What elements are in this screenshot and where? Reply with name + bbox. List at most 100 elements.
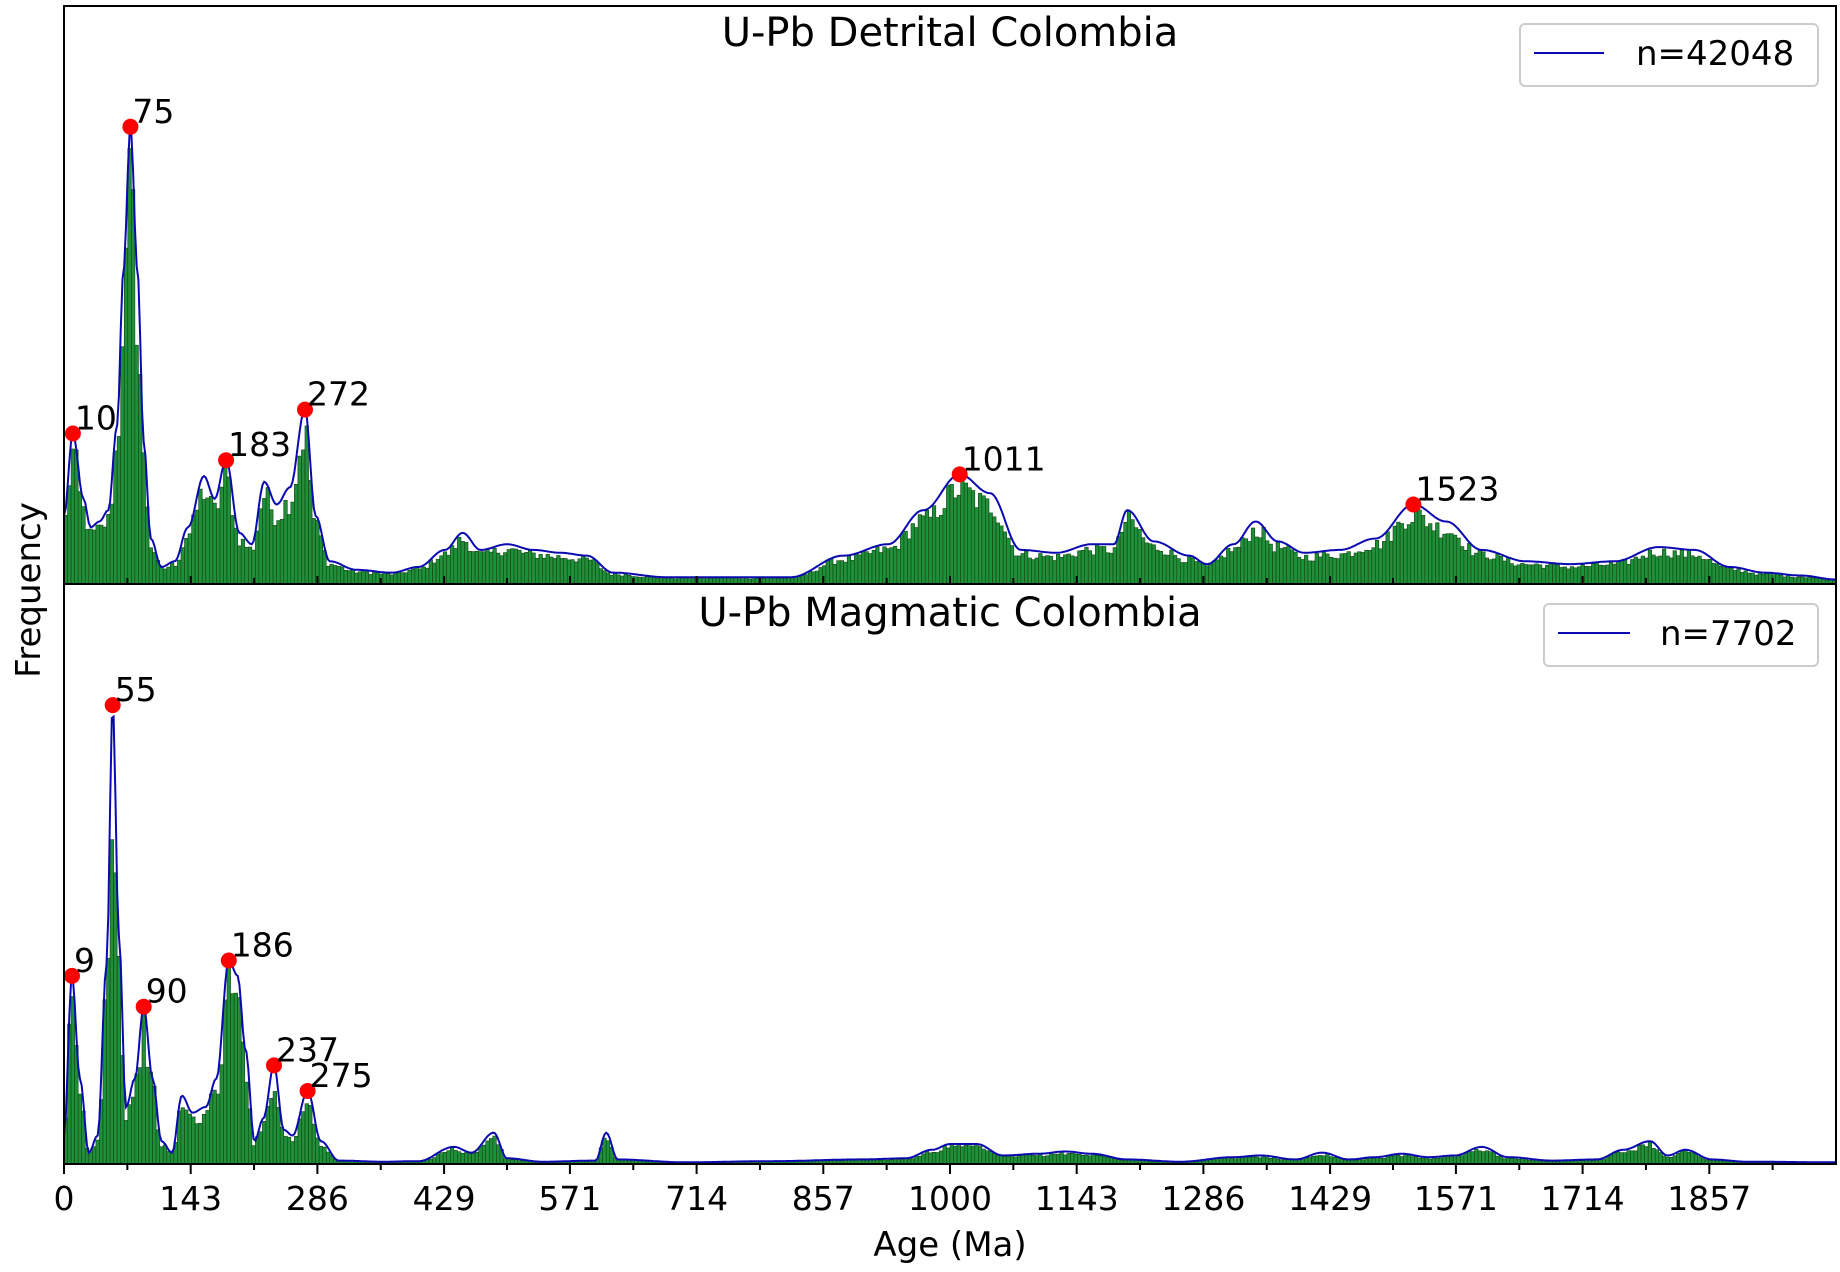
detrital-histogram-bar xyxy=(1123,522,1128,585)
magmatic-histogram-bar xyxy=(1095,1154,1100,1165)
detrital-histogram-bar xyxy=(336,565,341,585)
detrital-histogram-bar xyxy=(1757,572,1762,585)
detrital-histogram-bar xyxy=(460,541,465,585)
detrital-histogram-bar xyxy=(1424,526,1429,585)
magmatic-histogram-bar xyxy=(1080,1155,1085,1165)
detrital-histogram-bar xyxy=(1598,564,1603,585)
detrital-histogram-bar xyxy=(1116,536,1121,585)
detrital-histogram-bars xyxy=(63,148,1837,585)
detrital-histogram-bar xyxy=(1148,543,1153,585)
detrital-histogram-bar xyxy=(488,551,494,585)
magmatic-histogram-bar xyxy=(1477,1150,1482,1165)
detrital-kde-line xyxy=(63,131,1837,581)
detrital-histogram-bar xyxy=(1541,567,1546,585)
detrital-histogram-bar xyxy=(435,559,440,585)
detrital-histogram-bar xyxy=(499,555,504,585)
detrital-histogram-bar xyxy=(1066,553,1071,585)
detrital-histogram-bar xyxy=(198,488,203,585)
detrital-histogram-bar xyxy=(1679,549,1684,585)
magmatic-histogram-bar xyxy=(272,1091,277,1165)
magmatic-histogram-bar xyxy=(187,1113,192,1165)
detrital-histogram-bar xyxy=(1711,563,1716,585)
magmatic-histogram-bar xyxy=(325,1151,331,1165)
detrital-peak-marker xyxy=(1405,496,1422,513)
detrital-histogram-bar xyxy=(1130,519,1135,585)
detrital-histogram-bar xyxy=(1764,572,1769,585)
magmatic-histogram-bar xyxy=(159,1146,164,1165)
x-axis-ticks: 0 143 286 429 571 714 857 1000 1143 1286 1429 1571 1… xyxy=(54,576,1774,1218)
detrital-histogram-bar xyxy=(1729,567,1734,585)
magmatic-peak-marker xyxy=(135,998,152,1015)
magmatic-histogram-bar xyxy=(1445,1156,1451,1165)
magmatic-histogram-bar xyxy=(1413,1156,1419,1165)
magmatic-histogram-bar xyxy=(194,1123,199,1165)
detrital-histogram-bar xyxy=(184,538,189,585)
magmatic-histogram-bar xyxy=(935,1152,940,1165)
detrital-histogram-bar xyxy=(1704,559,1709,585)
detrital-histogram-bar xyxy=(258,508,263,585)
detrital-histogram-bar xyxy=(581,555,586,585)
magmatic-histogram-bar xyxy=(960,1146,965,1165)
detrital-histogram-bar xyxy=(1190,557,1195,585)
magmatic-histogram-bar xyxy=(201,1113,207,1165)
detrital-histogram-bar xyxy=(949,484,954,585)
detrital-histogram-bar xyxy=(1211,560,1217,585)
detrital-histogram-bar xyxy=(1080,550,1085,585)
magmatic-histogram-bar xyxy=(481,1144,487,1165)
magmatic-histogram-bar xyxy=(1059,1151,1064,1165)
detrital-histogram-bar xyxy=(400,572,405,585)
detrital-histogram-bar xyxy=(871,550,876,585)
detrital-histogram-bar xyxy=(839,560,844,585)
detrital-histogram-bar xyxy=(1481,551,1486,585)
detrital-histogram-bar xyxy=(1034,557,1039,585)
magmatic-histogram-bar xyxy=(921,1153,926,1165)
magmatic-histogram-bar xyxy=(106,957,111,1165)
magmatic-histogram-bar xyxy=(1091,1153,1096,1165)
detrital-histogram-bar xyxy=(698,576,703,585)
detrital-histogram-bar xyxy=(1045,555,1050,585)
detrital-histogram-bar xyxy=(1091,554,1096,585)
magmatic-histogram-bar xyxy=(88,1151,93,1165)
y-axis-label: Frequency xyxy=(9,502,49,678)
detrital-histogram-bar xyxy=(1761,573,1766,585)
detrital-histogram-bar xyxy=(651,576,657,585)
detrital-histogram-bar xyxy=(272,525,277,585)
detrital-histogram-bar xyxy=(283,500,288,585)
detrital-histogram-bar xyxy=(1417,509,1422,585)
detrital-histogram-bar xyxy=(244,546,249,585)
detrital-histogram-bar xyxy=(623,574,628,585)
detrital-histogram-bar xyxy=(854,553,859,585)
detrital-histogram-bar xyxy=(1027,557,1032,585)
detrital-histogram-bar xyxy=(1236,546,1241,585)
magmatic-histogram-bar xyxy=(258,1131,263,1165)
detrital-histogram-bar xyxy=(644,576,650,585)
detrital-histogram-bar xyxy=(1736,568,1741,585)
detrital-histogram-bar xyxy=(1137,529,1142,585)
detrital-histogram-bar xyxy=(800,575,805,585)
magmatic-histogram-bar xyxy=(1250,1156,1256,1165)
detrital-histogram-bar xyxy=(209,496,214,585)
magmatic-histogram-bar xyxy=(1385,1155,1390,1165)
detrital-histogram-bar xyxy=(1382,541,1387,585)
detrital-histogram-bar xyxy=(1038,553,1043,585)
magmatic-histogram-bar xyxy=(1484,1150,1489,1165)
magmatic-histogram-bar xyxy=(942,1145,947,1165)
detrital-histogram-bar xyxy=(1520,563,1525,585)
detrital-histogram-bar xyxy=(914,527,919,585)
magmatic-legend: n=7702 xyxy=(1543,603,1819,667)
magmatic-histogram-bar xyxy=(209,1093,214,1165)
detrital-histogram-bar xyxy=(900,533,905,585)
magmatic-histogram-bar xyxy=(1013,1156,1018,1165)
magmatic-histogram-bar xyxy=(1325,1153,1330,1165)
detrital-histogram-bar xyxy=(1024,550,1029,585)
magmatic-histogram-bar xyxy=(1679,1150,1684,1165)
magmatic-histogram-bar xyxy=(1084,1154,1089,1165)
magmatic-histogram-bar xyxy=(1495,1155,1500,1165)
magmatic-histogram-bar xyxy=(924,1150,930,1165)
detrital-peak-marker xyxy=(218,452,235,469)
detrital-histogram-bar xyxy=(1187,555,1192,585)
magmatic-histogram-bar xyxy=(134,1073,139,1165)
magmatic-peak-label: 55 xyxy=(115,670,157,709)
detrital-histogram-bar xyxy=(1208,563,1213,585)
magmatic-histogram-bar xyxy=(1009,1155,1015,1165)
